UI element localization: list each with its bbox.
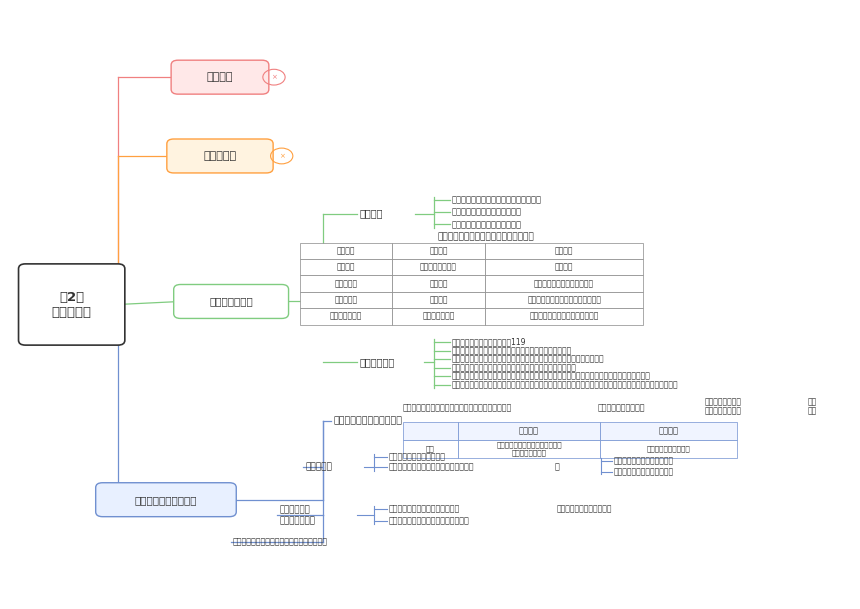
Text: 干粉灭火器: 干粉灭火器 [335, 295, 358, 304]
Bar [458, 421, 599, 440]
Text: 图书、档案、贵重设备等精的失火: 图书、档案、贵重设备等精的失火 [530, 312, 599, 321]
Bar [599, 421, 737, 440]
Bar [392, 292, 485, 308]
Text: 如: 如 [555, 462, 559, 471]
Text: 当周围发生火灾时，一定要保持镇定，以免作出错误的判断: 当周围发生火灾时，一定要保持镇定，以免作出错误的判断 [452, 346, 572, 355]
Bar [299, 242, 392, 259]
Text: 降温和隔绝空气: 降温和隔绝空气 [422, 312, 455, 321]
Text: 降温: 降温 [808, 407, 816, 416]
FancyBboxPatch shape [95, 483, 237, 516]
Bar [299, 292, 392, 308]
Text: 能量的转换: 能量的转换 [305, 462, 333, 471]
Bar [485, 292, 643, 308]
Text: 灭火器材: 灭火器材 [337, 247, 355, 255]
Text: 受到火威胁时，要迅速口鼻，身上遮盖的衣物，顺烟雾向安全出口方向冲出: 受到火威胁时，要迅速口鼻，身上遮盖的衣物，顺烟雾向安全出口方向冲出 [452, 354, 604, 364]
Text: 碳与二氧化碳的反应等: 碳与二氧化碳的反应等 [647, 445, 691, 452]
Text: 类型: 类型 [426, 445, 435, 452]
Text: ×: × [279, 153, 285, 159]
Text: 化学反应中的能量变化类型: 化学反应中的能量变化类型 [334, 417, 403, 426]
Text: 也有些化学反应的能量变化则非常明显: 也有些化学反应的能量变化则非常明显 [389, 516, 470, 526]
Text: 一般失火: 一般失火 [555, 262, 574, 272]
Text: 适用范围: 适用范围 [555, 247, 574, 255]
Bar [392, 308, 485, 325]
Bar [485, 275, 643, 292]
Text: 灭火原理: 灭火原理 [359, 208, 384, 219]
Text: 化学能与其他能量之间也能进行相互转换: 化学能与其他能量之间也能进行相互转换 [389, 462, 475, 471]
Text: 第2节
氧化和燃烧: 第2节 氧化和燃烧 [52, 290, 92, 319]
Text: 有的反应吸收热量: 有的反应吸收热量 [704, 407, 741, 416]
Text: 发现火灾及时报警，拨警电话119: 发现火灾及时报警，拨警电话119 [452, 337, 526, 347]
Text: 燃烧的条件: 燃烧的条件 [204, 151, 237, 161]
Text: 一般失火及油、气等燃烧引起的失火: 一般失火及油、气等燃烧引起的失火 [527, 295, 601, 304]
Text: 木材、棉布等燃烧引起的失火: 木材、棉布等燃烧引起的失火 [534, 279, 594, 288]
Bar [299, 308, 392, 325]
Text: ×: × [271, 74, 277, 80]
Text: 火灾自救常识: 火灾自救常识 [359, 357, 395, 367]
Text: 当烟雾呛人时，要用湿毛巾、湿润的衣物等捂住口鼻，尽可能使身体贴近地面，靠墙爬行逃离火场: 当烟雾呛人时，要用湿毛巾、湿润的衣物等捂住口鼻，尽可能使身体贴近地面，靠墙爬行逃… [452, 371, 650, 381]
Text: 只有灵敏的仪器才能检测到: 只有灵敏的仪器才能检测到 [557, 504, 612, 513]
Text: 隔绝空气: 隔绝空气 [429, 295, 448, 304]
Bar [402, 421, 458, 440]
Text: 灭火与火灾自救: 灭火与火灾自救 [209, 297, 253, 306]
Text: 通常表现为热量的变化: 通常表现为热量的变化 [597, 403, 645, 412]
Text: 电池充电是电能转换为化学能: 电池充电是电能转换为化学能 [613, 456, 673, 465]
Text: 发生火灾时往往会断电，所以不要进入电梯，要顺着楼梯逃生: 发生火灾时往往会断电，所以不要进入电梯，要顺着楼梯逃生 [452, 363, 576, 372]
Text: 使可燃物与空气（或氧气）隔绝: 使可燃物与空气（或氧气）隔绝 [452, 208, 521, 217]
Text: 清除可燃物或使可燃物与其他可燃物隔离: 清除可燃物或使可燃物与其他可燃物隔离 [452, 195, 542, 205]
Bar [392, 242, 485, 259]
Text: 化学能与热能之间相互转换: 化学能与热能之间相互转换 [389, 452, 445, 462]
Bar [458, 440, 599, 458]
Text: 化学反应中的能量变化: 化学反应中的能量变化 [135, 495, 197, 505]
Text: 使用电池是化学能转化为电能: 使用电池是化学能转化为电能 [613, 467, 673, 476]
Text: 有些化学反应的能量变化非常细微: 有些化学反应的能量变化非常细微 [389, 504, 460, 513]
Text: 化学反应能量
的变化大小不同: 化学反应能量 的变化大小不同 [280, 505, 316, 525]
FancyBboxPatch shape [171, 60, 269, 94]
Bar [402, 440, 458, 458]
Text: 高压水枪: 高压水枪 [337, 262, 355, 272]
Bar [392, 275, 485, 292]
Text: 二氧化碳灭火器: 二氧化碳灭火器 [329, 312, 362, 321]
FancyBboxPatch shape [174, 284, 289, 319]
Bar [485, 259, 643, 275]
Text: 泡沫灭火器: 泡沫灭火器 [335, 279, 358, 288]
Bar [299, 259, 392, 275]
Bar [299, 275, 392, 292]
Text: 化学反应中的能量通常表现为热、光、电等。: 化学反应中的能量通常表现为热、光、电等。 [233, 538, 328, 547]
Text: 灭火原理: 灭火原理 [429, 247, 448, 255]
Text: 升温: 升温 [808, 397, 816, 406]
Text: 几种常见灭火器材的灭火原理及适用范围: 几种常见灭火器材的灭火原理及适用范围 [438, 232, 534, 241]
Text: 降温至着火点以下: 降温至着火点以下 [420, 262, 457, 272]
Bar [392, 259, 485, 275]
Text: 有的反应放出热量: 有的反应放出热量 [704, 397, 741, 406]
Bar [599, 440, 737, 458]
Text: 隔绝空气: 隔绝空气 [429, 279, 448, 288]
Text: 降低可燃物的温度到着火点以下: 降低可燃物的温度到着火点以下 [452, 220, 521, 229]
FancyBboxPatch shape [167, 139, 273, 173]
FancyBboxPatch shape [19, 264, 125, 345]
Text: 吸热反应: 吸热反应 [658, 426, 679, 435]
Text: 氧化反应: 氧化反应 [206, 72, 233, 82]
Text: 化学反应在生成新物质的同时，一定伴随能量的变化: 化学反应在生成新物质的同时，一定伴随能量的变化 [402, 403, 512, 412]
Text: 当自己所在的地方被大火封闭时，可以暂时躲入房间，关闭门窗目用湿衣物，轻敲玻璃窗门窗缝，并发火呼救。: 当自己所在的地方被大火封闭时，可以暂时躲入房间，关闭门窗目用湿衣物，轻敲玻璃窗门… [452, 380, 678, 389]
Bar [485, 308, 643, 325]
Bar [485, 242, 643, 259]
Text: 放热反应: 放热反应 [519, 426, 539, 435]
Text: 一切燃烧反应、金属与酸的反应、
氧化钙与水反应等: 一切燃烧反应、金属与酸的反应、 氧化钙与水反应等 [496, 442, 562, 456]
